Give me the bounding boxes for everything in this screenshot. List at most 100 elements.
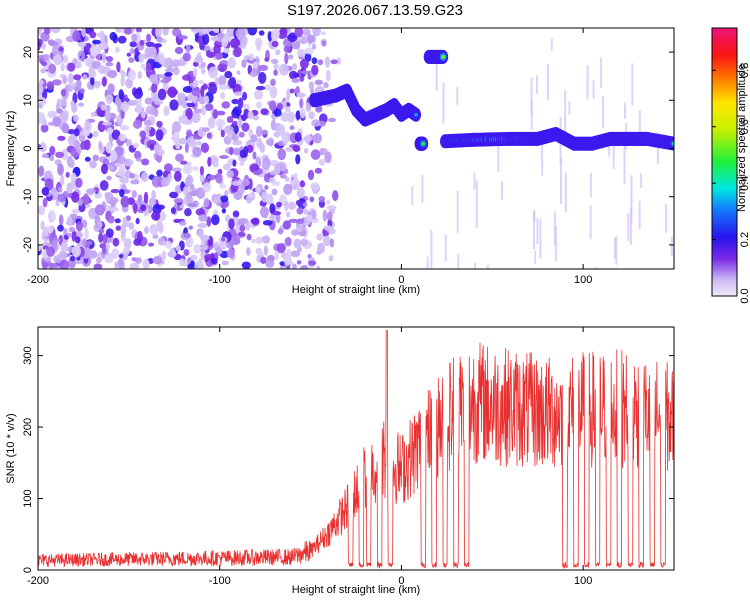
- heatmap-noise-cell: [311, 64, 319, 76]
- heatmap-streak: [589, 172, 592, 197]
- heatmap-noise-cell: [208, 66, 219, 79]
- heatmap-noise-cell: [185, 102, 196, 108]
- heatmap-noise-cell: [171, 248, 176, 257]
- heatmap-noise-cell: [120, 91, 125, 103]
- heatmap-noise-cell: [200, 85, 205, 98]
- heatmap-noise-cell: [38, 205, 45, 216]
- heatmap-noise-cell: [252, 115, 260, 121]
- heatmap-noise-cell: [251, 238, 256, 244]
- heatmap-noise-cell: [288, 70, 298, 80]
- heatmap-noise-cell: [302, 216, 311, 226]
- heatmap-noise-cell: [153, 108, 159, 118]
- line-x-tick-label: -100: [209, 575, 231, 587]
- heatmap-noise-cell: [307, 34, 314, 44]
- heatmap-noise-cell: [293, 88, 300, 94]
- heatmap-noise-cell: [57, 250, 68, 262]
- heatmap-noise-cell: [133, 88, 144, 100]
- heatmap-noise-cell: [307, 169, 315, 181]
- heatmap-noise-cell: [269, 86, 278, 99]
- heatmap-noise-cell: [291, 229, 299, 236]
- heatmap-streak: [501, 181, 503, 200]
- heatmap-noise-cell: [67, 62, 76, 72]
- heatmap-noise-cell: [90, 112, 96, 118]
- heatmap-noise-cell: [62, 75, 68, 85]
- heatmap-noise-cell: [215, 118, 226, 128]
- heatmap-noise-cell: [144, 226, 149, 235]
- heatmap-streak: [539, 218, 542, 259]
- heatmap-noise-cell: [154, 99, 164, 105]
- heatmap-noise-cell: [160, 78, 170, 84]
- heatmap-streak: [474, 262, 476, 269]
- heatmap-noise-cell: [221, 236, 226, 242]
- heatmap-noise-cell: [61, 98, 67, 106]
- heatmap-noise-cell: [233, 91, 244, 96]
- heatmap-streak: [550, 38, 553, 51]
- heatmap-noise-cell: [204, 103, 214, 111]
- heatmap-noise-cell: [215, 52, 224, 60]
- heatmap-noise-cell: [287, 32, 298, 43]
- heatmap-noise-cell: [80, 140, 88, 150]
- heatmap-noise-cell: [143, 119, 152, 127]
- heatmap-noise-cell: [69, 134, 78, 142]
- chart-title: S197.2026.067.13.59.G23: [287, 2, 463, 19]
- heatmap-noise-cell: [173, 170, 182, 182]
- heatmap-noise-cell: [145, 41, 155, 47]
- heatmap-noise-cell: [214, 77, 220, 86]
- heatmap-noise-cell: [89, 31, 97, 39]
- heatmap-noise-cell: [227, 248, 235, 259]
- heatmap-noise-cell: [126, 52, 131, 57]
- heatmap-noise-cell: [299, 107, 306, 119]
- heatmap-noise-cell: [200, 68, 206, 75]
- heatmap-noise-cell: [332, 190, 339, 202]
- heatmap-noise-cell: [270, 58, 279, 65]
- heatmap-noise-cell: [118, 259, 125, 269]
- heatmap-streak: [638, 200, 641, 229]
- heatmap-noise-cell: [296, 187, 305, 199]
- heatmap-noise-cell: [74, 85, 80, 93]
- heatmap-noise-cell: [92, 154, 99, 162]
- heatmap-noise-cell: [276, 124, 286, 136]
- heatmap-noise-cell: [47, 110, 58, 118]
- heatmap-noise-cell: [267, 31, 272, 42]
- heatmap-noise-cell: [231, 120, 238, 126]
- heatmap-noise-cell: [293, 238, 302, 249]
- heatmap-noise-cell: [328, 117, 337, 123]
- heatmap-streak: [536, 75, 538, 95]
- heatmap-noise-cell: [232, 140, 243, 146]
- heatmap-noise-cell: [62, 55, 69, 63]
- heatmap-noise-cell: [132, 119, 143, 129]
- heatmap-noise-cell: [135, 217, 140, 225]
- heatmap-noise-cell: [295, 154, 301, 165]
- heatmap-noise-cell: [318, 158, 326, 166]
- heatmap-streak: [475, 180, 478, 228]
- heatmap-noise-cell: [84, 156, 91, 162]
- heatmap-noise-cell: [164, 72, 173, 77]
- heatmap-noise-cell: [177, 92, 186, 101]
- heatmap-noise-cell: [228, 77, 237, 89]
- heatmap-noise-cell: [271, 188, 278, 196]
- heatmap-noise-cell: [123, 28, 132, 35]
- heatmap-streak: [533, 210, 535, 250]
- heatmap-noise-cell: [219, 155, 229, 159]
- heatmap-noise-cell: [292, 263, 297, 269]
- heatmap-noise-cell: [58, 46, 64, 52]
- heatmap-noise-cell: [255, 236, 263, 245]
- heatmap-x-tick-label: 0: [398, 274, 404, 286]
- heatmap-noise-cell: [282, 220, 292, 230]
- heatmap-noise-cell: [210, 36, 221, 42]
- heatmap-noise-cell: [283, 183, 293, 195]
- heatmap-noise-cell: [138, 52, 145, 64]
- heatmap-noise-cell: [287, 201, 296, 210]
- heatmap-noise-cell: [119, 125, 129, 131]
- heatmap-noise-cell: [132, 142, 139, 149]
- heatmap-noise-cell: [283, 255, 291, 264]
- heatmap-noise-cell: [175, 245, 181, 252]
- heatmap-noise-cell: [47, 210, 56, 223]
- heatmap-streak: [435, 52, 438, 91]
- heatmap-noise-cell: [98, 141, 103, 150]
- line-x-tick-label: 100: [574, 575, 592, 587]
- heatmap-noise-cell: [207, 117, 216, 129]
- heatmap-noise-cell: [286, 211, 291, 218]
- heatmap-noise-cell: [239, 224, 246, 233]
